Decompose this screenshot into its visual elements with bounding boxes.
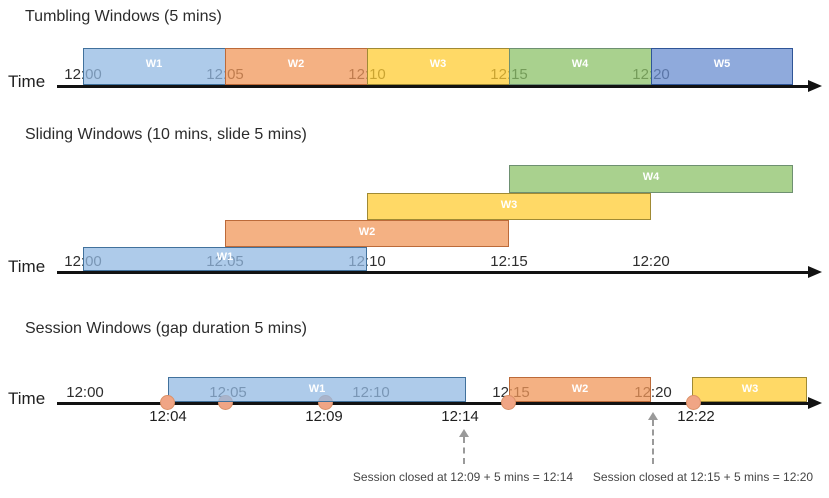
sliding-window-w3 (367, 193, 651, 220)
event-time-label: 12:14 (441, 408, 479, 425)
tumbling-window-w1 (83, 48, 226, 85)
sliding-window-label: W4 (642, 171, 660, 183)
event-time-label: 12:04 (149, 408, 187, 425)
session-window-label: W1 (308, 383, 326, 395)
sliding-axis-arrow-icon (808, 266, 822, 278)
session-tick: 12:00 (66, 384, 104, 401)
session-closed-note: Session closed at 12:09 + 5 mins = 12:14 (352, 470, 574, 484)
sliding-title: Sliding Windows (10 mins, slide 5 mins) (25, 126, 307, 143)
session-window-w1 (168, 377, 466, 402)
callout-arrow-icon (459, 429, 469, 437)
session-closed-note: Session closed at 12:15 + 5 mins = 12:20 (592, 470, 814, 484)
event-time-label: 12:09 (305, 408, 343, 425)
session-window-label: W2 (571, 383, 589, 395)
sliding-time-axis (57, 271, 810, 274)
sliding-window-w1 (83, 247, 367, 271)
sliding-window-label: W1 (216, 251, 234, 263)
callout-arrow-icon (648, 412, 658, 420)
session-time-axis (57, 402, 810, 405)
callout-arrow-line (652, 420, 654, 464)
tumbling-window-label: W5 (713, 58, 731, 70)
tumbling-window-label: W2 (287, 58, 305, 70)
session-axis-arrow-icon (808, 397, 822, 409)
sliding-window-label: W3 (500, 199, 518, 211)
session-title: Session Windows (gap duration 5 mins) (25, 320, 307, 337)
tumbling-window-w5 (651, 48, 793, 85)
session-window-w3 (692, 377, 807, 402)
tumbling-time-axis (57, 85, 810, 88)
session-time-axis-label: Time (8, 389, 46, 408)
sliding-window-w2 (225, 220, 509, 247)
tumbling-window-label: W1 (145, 58, 163, 70)
callout-arrow-line (463, 437, 465, 464)
tumbling-time-axis-label: Time (8, 72, 46, 91)
tumbling-window-w3 (367, 48, 510, 85)
sliding-window-w4 (509, 165, 793, 193)
session-window-label: W3 (741, 383, 759, 395)
sliding-window-label: W2 (358, 226, 376, 238)
event-dot-12-15 (501, 395, 516, 410)
tumbling-window-label: W4 (571, 58, 589, 70)
sliding-tick: 12:15 (490, 253, 528, 270)
event-time-label: 12:22 (677, 408, 715, 425)
session-window-w2 (509, 377, 651, 402)
tumbling-axis-arrow-icon (808, 80, 822, 92)
tumbling-title: Tumbling Windows (5 mins) (25, 8, 222, 25)
sliding-time-axis-label: Time (8, 257, 46, 276)
tumbling-window-label: W3 (429, 58, 447, 70)
tumbling-window-w4 (509, 48, 652, 85)
tumbling-window-w2 (225, 48, 368, 85)
sliding-tick: 12:20 (632, 253, 670, 270)
event-dot-12-04 (160, 395, 175, 410)
event-dot-12-22 (686, 395, 701, 410)
